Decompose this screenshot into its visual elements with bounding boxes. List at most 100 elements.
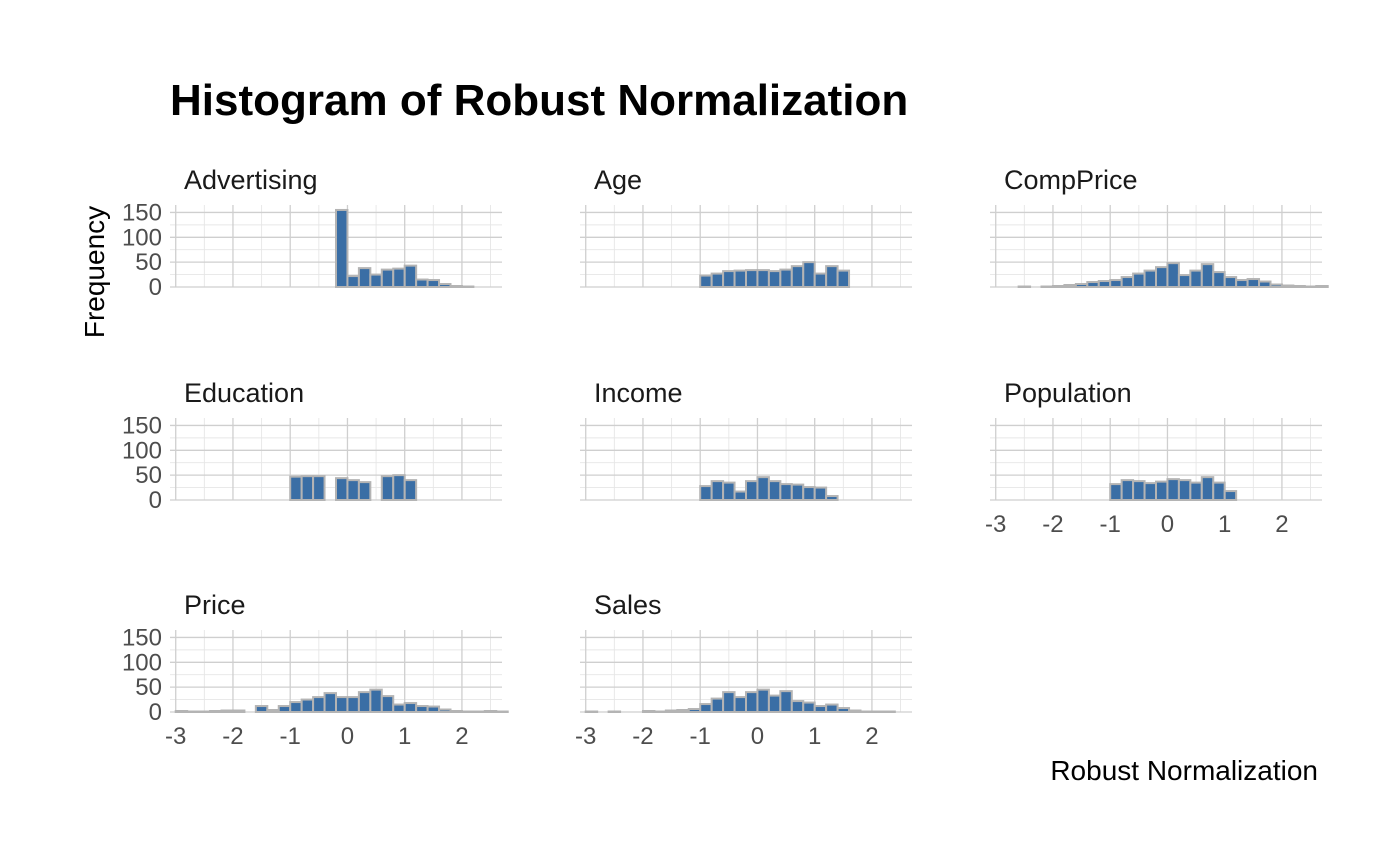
histogram-bar xyxy=(277,705,292,714)
histogram-bar xyxy=(825,703,839,714)
panel-title: Education xyxy=(184,378,304,408)
histogram-bar xyxy=(710,697,725,714)
histogram-bar xyxy=(312,696,326,713)
panel-title: Population xyxy=(1004,378,1132,408)
histogram-bar xyxy=(1189,269,1203,289)
panel-title: Income xyxy=(594,378,683,408)
histogram-bar xyxy=(335,208,349,288)
histogram-bar xyxy=(174,710,189,713)
x-axis-label: Robust Normalization xyxy=(1050,755,1318,786)
histogram-bar xyxy=(289,701,303,714)
panel-income: Income xyxy=(580,378,912,502)
histogram-bar xyxy=(403,702,418,714)
histogram-bar xyxy=(426,279,441,288)
histogram-bar xyxy=(664,709,679,714)
histogram-bar xyxy=(380,268,395,288)
histogram-bar xyxy=(323,692,338,714)
histogram-bar xyxy=(357,691,372,714)
histogram-bar xyxy=(1177,274,1192,288)
histogram-bar xyxy=(1120,479,1135,502)
histogram-bar xyxy=(779,268,793,288)
histogram-bar xyxy=(1143,269,1158,289)
y-tick-label: 150 xyxy=(122,412,162,439)
y-tick-label: 50 xyxy=(135,249,162,276)
histogram-bar xyxy=(254,705,269,714)
x-tick-label: -3 xyxy=(165,723,186,750)
x-tick-label: 2 xyxy=(865,723,878,750)
histogram-bar xyxy=(1212,481,1226,501)
histogram-bar xyxy=(710,272,725,288)
x-tick-label: 0 xyxy=(751,723,764,750)
histogram-bar xyxy=(836,269,851,289)
histogram-bar xyxy=(1235,279,1249,288)
y-tick-label: 0 xyxy=(149,274,162,301)
y-tick-label: 50 xyxy=(135,462,162,489)
histogram-bar xyxy=(790,265,805,288)
major-gridlines xyxy=(170,418,502,501)
histogram-bar xyxy=(756,269,770,288)
minor-gridlines xyxy=(990,418,1322,500)
histogram-bar xyxy=(1269,283,1283,288)
histogram-bar xyxy=(312,475,326,501)
x-tick-label: 1 xyxy=(398,723,411,750)
histogram-bar xyxy=(392,474,406,502)
histogram-bars xyxy=(1109,476,1238,502)
histogram-bar xyxy=(733,696,747,713)
x-tick-label: 0 xyxy=(341,723,354,750)
panel-title: Advertising xyxy=(184,165,318,195)
histogram-bar xyxy=(369,273,383,288)
histogram-bar xyxy=(1258,280,1272,288)
y-tick-label: 150 xyxy=(122,624,162,651)
histogram-bar xyxy=(346,275,360,289)
y-tick-label: 100 xyxy=(122,649,162,676)
histogram-bar xyxy=(300,698,315,713)
histogram-bar xyxy=(710,480,725,501)
histogram-bar xyxy=(790,483,805,501)
x-tick-labels: -3 -2 -1 0 1 2 xyxy=(985,511,1289,538)
histogram-bar xyxy=(289,475,303,502)
histogram-bar xyxy=(392,267,406,288)
panel-population: Population -3 -2 -1 0 1 2 xyxy=(985,378,1322,538)
histogram-bar xyxy=(1109,279,1123,288)
x-tick-label: 0 xyxy=(1161,511,1174,538)
histogram-bar xyxy=(415,705,429,714)
histogram-bar xyxy=(767,480,782,501)
histogram-bar xyxy=(1177,479,1192,502)
histogram-bar xyxy=(1166,262,1180,288)
histogram-bar xyxy=(1200,476,1215,502)
x-tick-label: -2 xyxy=(1042,511,1063,538)
histogram-bar xyxy=(335,696,349,713)
histogram-bar xyxy=(813,486,828,501)
y-axis-label: Frequency xyxy=(79,206,110,338)
histogram-bar xyxy=(266,709,280,714)
x-tick-label: -1 xyxy=(1100,511,1121,538)
histogram-bar xyxy=(1074,283,1089,289)
histogram-bar xyxy=(756,688,770,713)
histogram-bar xyxy=(699,703,713,713)
panel-sales: Sales -3 -2 -1 0 1 2 xyxy=(575,590,912,750)
histogram-bar xyxy=(1315,285,1329,289)
histogram-bar xyxy=(767,270,782,288)
histogram-bar xyxy=(231,709,246,714)
y-tick-label: 50 xyxy=(135,674,162,701)
histogram-bar xyxy=(802,701,816,713)
histogram-bar xyxy=(1155,266,1169,289)
histogram-bar xyxy=(745,691,759,714)
y-tick-label: 100 xyxy=(122,224,162,251)
histogram-bar xyxy=(357,267,372,288)
histogram-bar xyxy=(1212,271,1226,289)
histogram-bar xyxy=(449,710,463,713)
x-tick-label: -1 xyxy=(690,723,711,750)
histogram-bar xyxy=(357,481,372,502)
histogram-bar xyxy=(1200,263,1215,289)
x-tick-label: -2 xyxy=(632,723,653,750)
histogram-bar xyxy=(346,479,360,502)
y-tick-label: 150 xyxy=(122,199,162,226)
histogram-bar xyxy=(733,269,747,289)
y-tick-label: 100 xyxy=(122,437,162,464)
histogram-bar xyxy=(1063,284,1077,288)
